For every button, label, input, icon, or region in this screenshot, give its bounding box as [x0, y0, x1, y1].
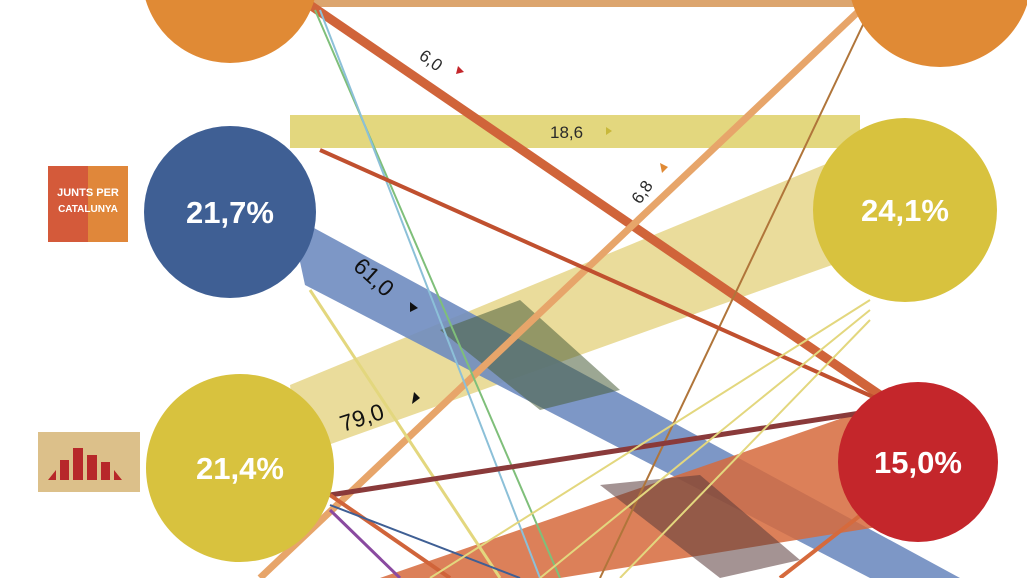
arrow-icon: [456, 66, 464, 74]
node-top-right: [851, 0, 1027, 67]
share-yellow-right: 24,1%: [861, 193, 949, 228]
arrow-icon: [606, 127, 612, 135]
arrow-icon: [660, 163, 668, 173]
arrow-icon: [412, 392, 420, 404]
svg-text:JUNTS PER: JUNTS PER: [57, 187, 119, 199]
flow-band-overlap-2: [440, 300, 620, 410]
node-junts-left: [144, 126, 316, 298]
node-erc-left: [146, 374, 334, 562]
flow-band-top: [290, 0, 890, 7]
node-yellow-right: [813, 118, 997, 302]
junts-logo: JUNTS PER CATALUNYA: [48, 166, 128, 242]
node-top-left: [145, 0, 315, 63]
flow-lines: [257, 1, 883, 578]
flow-label-6-0: 6,0: [416, 46, 446, 75]
share-red-right: 15,0%: [874, 445, 962, 480]
arrow-icon: [410, 302, 418, 312]
share-erc: 21,4%: [196, 451, 284, 486]
flow-band-overlap: [600, 475, 800, 578]
svg-text:CATALUNYA: CATALUNYA: [58, 204, 118, 215]
flow-label-18-6: 18,6: [550, 123, 583, 142]
flow-band-junts-to-erc: [290, 115, 860, 148]
node-red-right: [838, 382, 998, 542]
share-junts: 21,7%: [186, 195, 274, 230]
flow-band-erc-to-erc: [290, 150, 860, 455]
erc-logo: [38, 432, 140, 492]
